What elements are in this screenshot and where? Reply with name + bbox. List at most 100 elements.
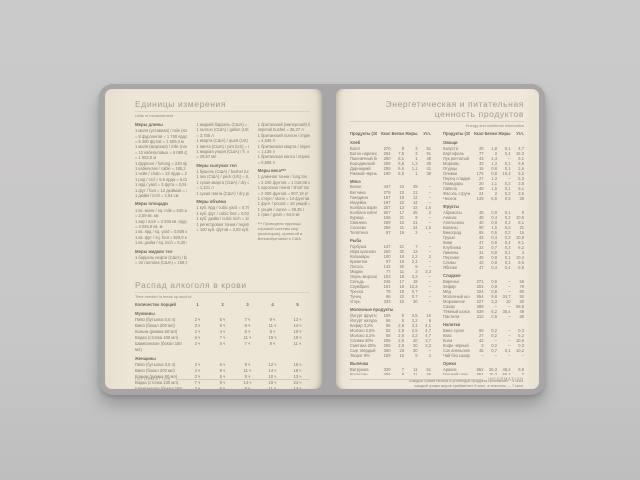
hours-value: 7 ч bbox=[244, 316, 251, 322]
drink-label: Коньяк (рюмка 50 мл) bbox=[135, 328, 178, 334]
food-value: 7 bbox=[415, 243, 418, 249]
food-name: Творог 9% bbox=[350, 353, 370, 359]
hours-value: 6 ч bbox=[219, 361, 226, 367]
food-value: 330 bbox=[383, 366, 391, 372]
food-value: 0,9 bbox=[491, 219, 497, 225]
food-value: 15 bbox=[519, 229, 524, 235]
food-name: Йогурт фруктовый bbox=[350, 312, 377, 318]
alcohol-row: Вино (бокал 200 мл) 3 ч 6 ч 8 ч 11 ч 14 ч bbox=[135, 323, 310, 329]
food-value: 20 bbox=[478, 180, 484, 186]
food-name: Вино сухое bbox=[443, 327, 465, 333]
food-value: 3 bbox=[415, 150, 418, 156]
portion-count: 2 bbox=[221, 302, 224, 307]
food-name: Варенье bbox=[443, 278, 460, 284]
food-name: Картофель bbox=[443, 150, 464, 156]
units-line: 1 пинта (США) / pint (US) = 0,473 л bbox=[196, 143, 248, 149]
food-row: Бекон 447 23 39 – bbox=[350, 184, 431, 189]
food-value: 0,8 bbox=[491, 260, 497, 266]
alcohol-row: Пиво (бутылка 0,5 л) 2 ч 5 ч 7 ч 9 ч 12 ч bbox=[135, 317, 310, 323]
drink-label: Коньяк (рюмка 50 мл) bbox=[135, 373, 178, 379]
food-value: 246 bbox=[383, 278, 391, 284]
food-row: Йогурт натуральный 66 5 3,2 5 bbox=[350, 318, 431, 323]
food-name: Фасоль стручковая bbox=[443, 191, 470, 197]
divider bbox=[135, 111, 310, 112]
food-value: 2,8 bbox=[398, 342, 404, 348]
food-value: 539 bbox=[476, 309, 484, 315]
food-value: – bbox=[508, 353, 511, 359]
food-value: 187 bbox=[383, 194, 391, 200]
food-value: 6 bbox=[415, 263, 418, 269]
units-line: 1 британская кварта / imperial quart bbox=[257, 143, 310, 149]
food-value: – bbox=[508, 337, 511, 343]
units-line: 1 кв. фут / sq. foot = 929,0 кв. см bbox=[135, 234, 187, 240]
units-line: = 0,568 л bbox=[257, 159, 275, 165]
food-value: 0,1 bbox=[504, 209, 511, 215]
food-value: 78 bbox=[385, 288, 391, 294]
food-value: 5,2 bbox=[518, 332, 524, 338]
food-row: Креветки 97 19 2,2 – bbox=[350, 259, 431, 264]
food-value: 1,3 bbox=[491, 160, 497, 166]
hours-value: 24 ч bbox=[293, 379, 302, 385]
food-value: 3 bbox=[415, 145, 418, 151]
drink-label: Пиво (бутылка 0,5 л) bbox=[135, 316, 176, 322]
food-value: 3 bbox=[521, 250, 524, 256]
hours-value: 3 ч bbox=[194, 386, 201, 389]
food-value: 310 bbox=[476, 314, 484, 320]
food-name: Кальмары bbox=[350, 253, 370, 259]
food-value: 1,1 bbox=[411, 165, 418, 171]
alcohol-table: Количество порций 1 2 3 4 5 Мужчины Пиво (бутыл… bbox=[135, 302, 310, 389]
food-name: Сливки 20% bbox=[350, 337, 374, 343]
food-value: 1,6 bbox=[425, 224, 431, 230]
food-row: Яблоки 47 0,4 0,4 9,8 bbox=[443, 265, 524, 270]
food-value: 9,8 bbox=[491, 294, 497, 299]
food-value: 266 bbox=[383, 224, 391, 230]
food-value: 0,9 bbox=[491, 255, 497, 261]
food-name: Мороженое bbox=[443, 299, 466, 305]
food-row: Ветчина 279 23 21 – bbox=[350, 190, 431, 195]
food-name: Дарницкий bbox=[350, 165, 371, 171]
food-value: 5 bbox=[401, 317, 404, 323]
food-value: 0,8 bbox=[491, 165, 497, 171]
food-value: 191 bbox=[383, 283, 391, 289]
food-name: Перец сладкий bbox=[443, 175, 470, 181]
units-block-header: Меры площади bbox=[135, 201, 168, 207]
hours-value: 14 ч bbox=[268, 367, 277, 373]
units-line: imperial bushel = 36,37 л bbox=[257, 127, 304, 133]
hours-value: 11 ч bbox=[243, 367, 252, 373]
food-value: 304 bbox=[476, 283, 484, 289]
hours-value: 8 ч bbox=[244, 322, 251, 328]
units-line: 1 британский (имперский) бушель / bbox=[257, 122, 310, 127]
food-name: Ананас bbox=[443, 214, 457, 220]
food-row: Свёкла 48 1,5 0,1 9,1 bbox=[443, 186, 524, 191]
food-row: Сельдь 246 17 19 – bbox=[350, 279, 431, 284]
food-value: 0,9 bbox=[491, 250, 497, 256]
food-value: 0,7 bbox=[411, 288, 418, 294]
food-value: – bbox=[428, 214, 431, 220]
alcohol-section: Распад алкоголя в крови Time needed to b… bbox=[135, 280, 310, 389]
food-value: 15,2 bbox=[489, 371, 497, 375]
food-group-name: Хлеб bbox=[350, 140, 361, 145]
food-row: Квас 27 0,2 – 5,2 bbox=[443, 333, 524, 338]
food-value: 0,4 bbox=[504, 239, 511, 245]
food-name: Свёкла bbox=[443, 185, 457, 191]
food-value: 103 bbox=[383, 273, 391, 279]
hours-value: 8 ч bbox=[269, 328, 276, 334]
food-value: 27 bbox=[478, 332, 484, 338]
food-name: Угорь bbox=[350, 299, 361, 305]
food-value: 13 bbox=[412, 248, 418, 254]
food-value: 16,3 bbox=[516, 150, 524, 156]
food-value: 42 bbox=[478, 337, 484, 343]
hours-value: 14 ч bbox=[293, 386, 302, 389]
hours-value: 3 ч bbox=[194, 373, 201, 379]
food-value: 18 bbox=[399, 283, 404, 289]
food-value: 1,8 bbox=[491, 145, 497, 151]
alcohol-row: Шампанское (бокал 150 мл) 3 ч 6 ч 9 ч 11 ч 14… bbox=[135, 386, 310, 389]
hours-value: 8 ч bbox=[219, 367, 226, 373]
right-page: Энергетическая и питательная ценность пр… bbox=[336, 89, 539, 389]
food-value: 2,5 bbox=[411, 312, 418, 318]
food-value: 250 bbox=[383, 248, 391, 254]
alcohol-title: Распад алкоголя в крови bbox=[135, 280, 247, 290]
food-name: Молоко 3,2% bbox=[350, 332, 375, 338]
food-value: 6,8 bbox=[398, 160, 404, 166]
